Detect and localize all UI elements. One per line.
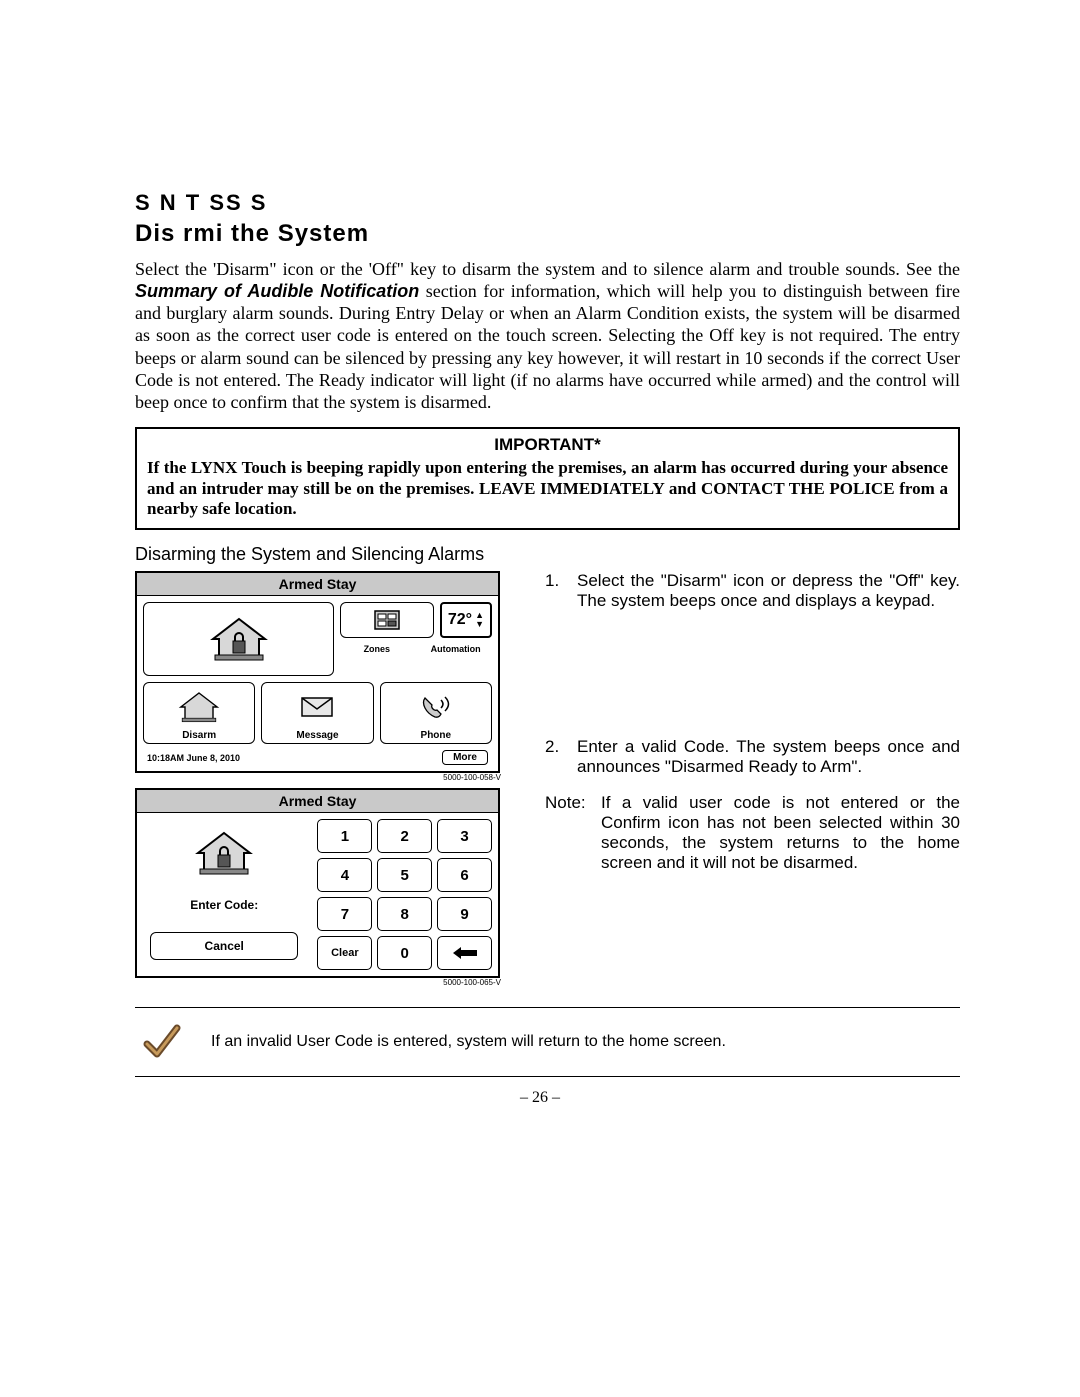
house-keypad-icon xyxy=(194,829,254,877)
key-2[interactable]: 2 xyxy=(377,819,432,853)
disarm-tile[interactable]: Disarm xyxy=(143,682,255,744)
house-lock-icon xyxy=(209,615,269,663)
step-2: 2. Enter a valid Code. The system beeps … xyxy=(545,737,960,777)
key-3[interactable]: 3 xyxy=(437,819,492,853)
zones-tile[interactable] xyxy=(340,602,433,638)
intro-text-a: Select the 'Disarm" icon or the 'Off" ke… xyxy=(135,259,960,279)
procedure-title: Disarming the System and Silencing Alarm… xyxy=(135,544,960,565)
section-header: S N T SS S xyxy=(135,190,960,216)
key-7[interactable]: 7 xyxy=(317,897,372,931)
checkmark-icon xyxy=(141,1022,181,1062)
temp-arrows-icon: ▲▼ xyxy=(475,611,484,629)
step-1-number: 1. xyxy=(545,571,563,611)
phone-sound-icon xyxy=(419,694,453,720)
enter-code-prompt: Enter Code: xyxy=(190,898,258,912)
key-6[interactable]: 6 xyxy=(437,858,492,892)
step-2-text: Enter a valid Code. The system beeps onc… xyxy=(577,737,960,777)
note-text: If a valid user code is not entered or t… xyxy=(601,793,960,873)
note-label: Note: xyxy=(545,793,591,873)
key-8[interactable]: 8 xyxy=(377,897,432,931)
screen1-header: Armed Stay xyxy=(137,573,498,596)
temperature-badge[interactable]: 72° ▲▼ xyxy=(440,602,492,638)
intro-reference: Summary of Audible Notification xyxy=(135,281,419,301)
footnote-row: If an invalid User Code is entered, syst… xyxy=(135,1007,960,1077)
key-clear[interactable]: Clear xyxy=(317,936,372,970)
temperature-value: 72° xyxy=(448,611,472,629)
page-subtitle: Dis rmi the System xyxy=(135,220,960,248)
backspace-arrow-icon xyxy=(453,947,477,959)
important-body: If the LYNX Touch is beeping rapidly upo… xyxy=(147,458,948,520)
figure1-id: 5000-100-058-V xyxy=(135,773,505,782)
status-tile[interactable] xyxy=(143,602,334,676)
step-2-number: 2. xyxy=(545,737,563,777)
key-backspace[interactable] xyxy=(437,936,492,970)
key-9[interactable]: 9 xyxy=(437,897,492,931)
screen2-header: Armed Stay xyxy=(137,790,498,813)
phone-tile[interactable]: Phone xyxy=(380,682,492,744)
automation-label: Automation xyxy=(419,644,492,654)
step-note: Note: If a valid user code is not entere… xyxy=(545,793,960,873)
key-5[interactable]: 5 xyxy=(377,858,432,892)
page-number: – 26 – xyxy=(0,1089,1080,1107)
envelope-icon xyxy=(300,695,334,719)
message-tile[interactable]: Message xyxy=(261,682,373,744)
more-button[interactable]: More xyxy=(442,750,488,765)
disarm-label: Disarm xyxy=(182,730,216,743)
cancel-button[interactable]: Cancel xyxy=(150,932,298,960)
key-4[interactable]: 4 xyxy=(317,858,372,892)
touchscreen-keypad: Armed Stay Enter Code: Cancel 1 xyxy=(135,788,500,978)
figure2-id: 5000-100-065-V xyxy=(135,978,505,987)
footnote-text: If an invalid User Code is entered, syst… xyxy=(211,1033,726,1051)
zones-label: Zones xyxy=(340,644,413,654)
key-1[interactable]: 1 xyxy=(317,819,372,853)
important-box: IMPORTANT* If the LYNX Touch is beeping … xyxy=(135,427,960,530)
key-0[interactable]: 0 xyxy=(377,936,432,970)
intro-paragraph: Select the 'Disarm" icon or the 'Off" ke… xyxy=(135,258,960,413)
zones-icon xyxy=(374,610,400,630)
phone-label: Phone xyxy=(421,730,452,743)
status-datetime: 10:18AM June 8, 2010 xyxy=(147,753,240,763)
message-label: Message xyxy=(296,730,338,743)
important-title: IMPORTANT* xyxy=(147,435,948,455)
step-1: 1. Select the "Disarm" icon or depress t… xyxy=(545,571,960,611)
step-1-text: Select the "Disarm" icon or depress the … xyxy=(577,571,960,611)
touchscreen-home: Armed Stay xyxy=(135,571,500,773)
house-disarm-icon xyxy=(178,690,220,724)
